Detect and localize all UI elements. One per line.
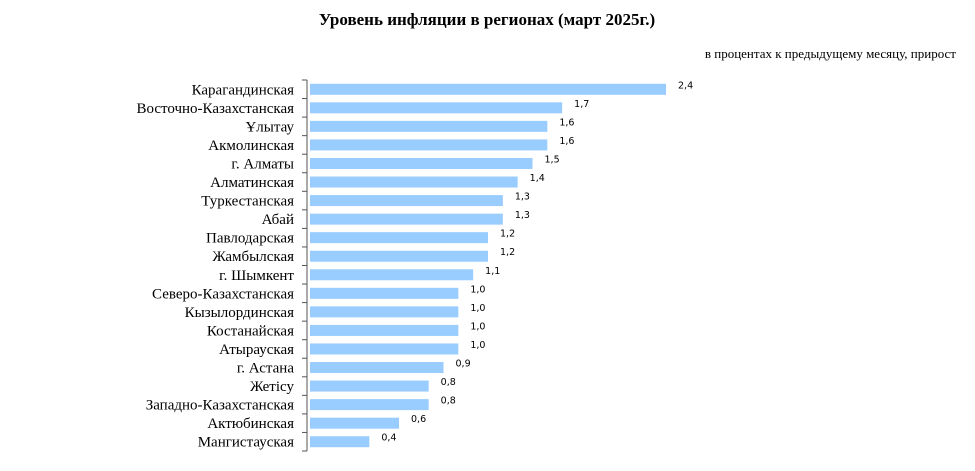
category-label: Жамбылская bbox=[212, 249, 294, 265]
value-label: 0,8 bbox=[441, 396, 456, 407]
category-label: г. Шымкент bbox=[219, 268, 294, 284]
y-axis: Карагандинская Восточно-Казахстанская Ұлыт… bbox=[136, 79, 308, 452]
bar bbox=[310, 120, 548, 132]
value-label: 1,0 bbox=[470, 303, 485, 314]
value-label: 1,5 bbox=[545, 154, 560, 165]
category-label: Абай bbox=[262, 212, 294, 228]
bars: 2,41,71,61,61,51,41,31,31,21,21,11,01,01… bbox=[310, 80, 693, 448]
bar bbox=[310, 380, 429, 392]
chart-title: Уровень инфляции в регионах (март 2025г.… bbox=[319, 10, 655, 29]
bar bbox=[310, 232, 488, 244]
category-label: г. Алматы bbox=[231, 156, 294, 172]
bar bbox=[310, 250, 488, 262]
bar bbox=[310, 269, 474, 281]
category-label: Мангистауская bbox=[198, 435, 294, 451]
category-label: Костанайская bbox=[207, 323, 294, 339]
category-label: г. Астана bbox=[237, 361, 295, 377]
category-label: Павлодарская bbox=[206, 231, 294, 247]
bar bbox=[310, 176, 518, 188]
value-label: 1,4 bbox=[530, 173, 545, 184]
value-label: 1,3 bbox=[515, 210, 530, 221]
value-label: 0,9 bbox=[456, 359, 471, 370]
category-label: Кызылординская bbox=[185, 305, 294, 321]
category-label: Атырауская bbox=[219, 342, 294, 358]
bar bbox=[310, 139, 548, 151]
bar bbox=[310, 102, 563, 114]
category-label: Туркестанская bbox=[201, 194, 294, 210]
value-label: 1,6 bbox=[559, 136, 574, 147]
category-label: Жетісу bbox=[250, 379, 295, 395]
bar bbox=[310, 343, 459, 355]
bar bbox=[310, 306, 459, 318]
category-label: Акмолинская bbox=[208, 138, 294, 154]
bar bbox=[310, 324, 459, 336]
bar bbox=[310, 195, 503, 207]
value-label: 1,1 bbox=[485, 266, 500, 277]
value-label: 1,7 bbox=[574, 99, 589, 110]
value-label: 0,8 bbox=[441, 377, 456, 388]
bar bbox=[310, 213, 503, 225]
bar bbox=[310, 287, 459, 299]
value-label: 1,2 bbox=[500, 247, 515, 258]
category-label: Восточно-Казахстанская bbox=[136, 101, 294, 117]
value-label: 0,6 bbox=[411, 414, 426, 425]
value-label: 1,0 bbox=[470, 340, 485, 351]
bar bbox=[310, 83, 666, 95]
category-label: Актюбинская bbox=[207, 416, 294, 432]
chart-subtitle: в процентах к предыдущему месяцу, прирос… bbox=[705, 46, 956, 61]
value-label: 0,4 bbox=[381, 433, 396, 444]
value-label: 2,4 bbox=[678, 80, 693, 91]
value-label: 1,0 bbox=[470, 321, 485, 332]
bar bbox=[310, 436, 370, 448]
category-label: Карагандинская bbox=[192, 82, 295, 98]
bar bbox=[310, 362, 444, 374]
bar bbox=[310, 417, 399, 429]
category-label: Алматинская bbox=[210, 175, 294, 191]
category-label: Северо-Казахстанская bbox=[152, 286, 294, 302]
value-label: 1,2 bbox=[500, 229, 515, 240]
category-label: Ұлытау bbox=[245, 119, 294, 135]
bar bbox=[310, 399, 429, 411]
bar bbox=[310, 157, 533, 169]
category-label: Западно-Казахстанская bbox=[146, 398, 294, 414]
value-label: 1,0 bbox=[470, 284, 485, 295]
value-label: 1,6 bbox=[559, 117, 574, 128]
value-label: 1,3 bbox=[515, 192, 530, 203]
